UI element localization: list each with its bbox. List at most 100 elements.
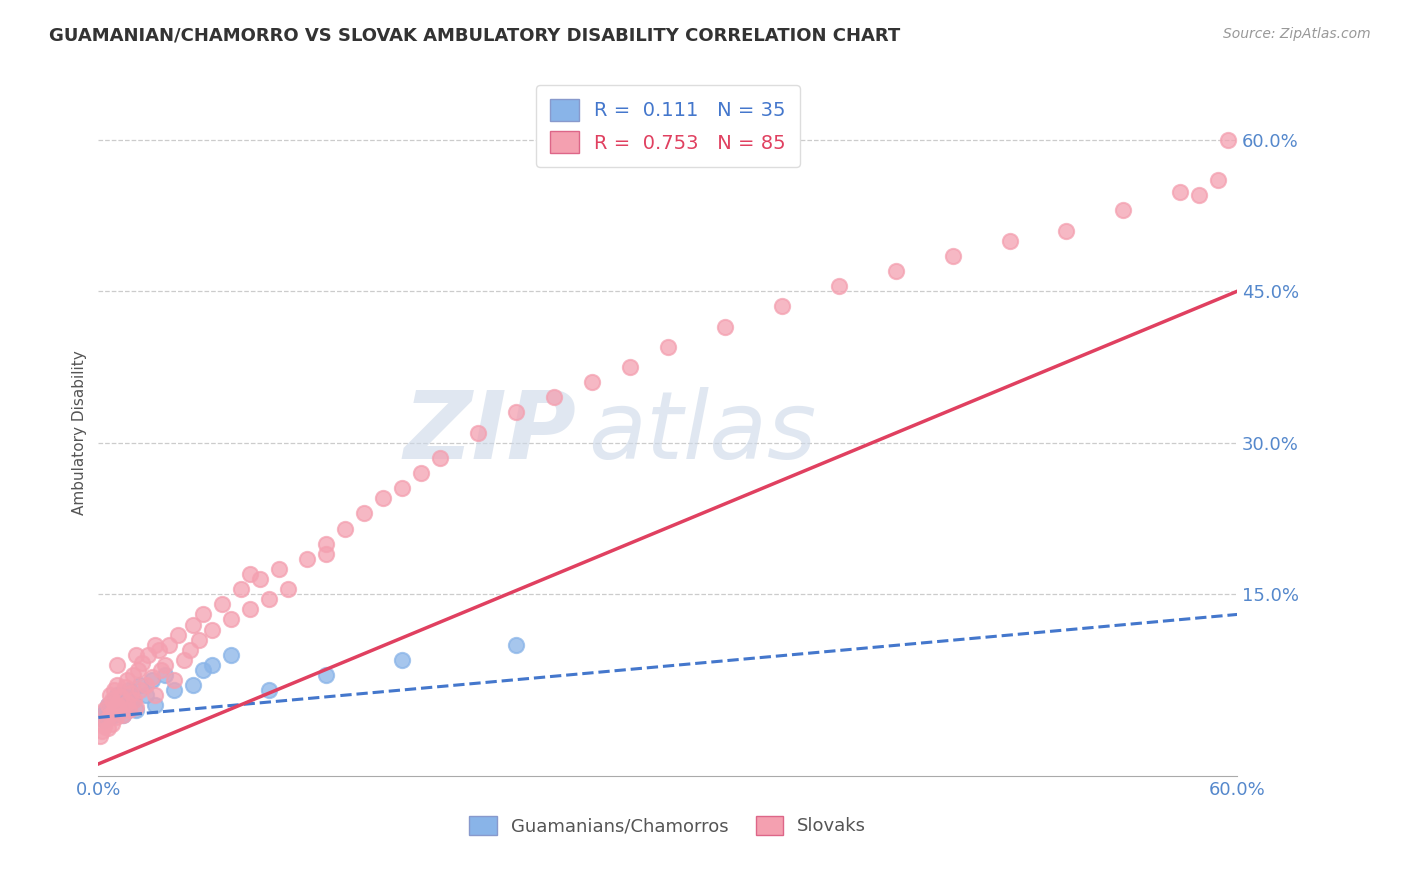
Point	[150, 663, 173, 677]
Point	[98, 688, 121, 702]
Point	[107, 698, 129, 713]
Point	[125, 703, 148, 717]
Point	[201, 623, 224, 637]
Point	[118, 683, 141, 698]
Point	[107, 678, 129, 692]
Point	[127, 663, 149, 677]
Text: GUAMANIAN/CHAMORRO VS SLOVAK AMBULATORY DISABILITY CORRELATION CHART: GUAMANIAN/CHAMORRO VS SLOVAK AMBULATORY …	[49, 27, 900, 45]
Point	[129, 683, 152, 698]
Point	[1208, 173, 1230, 187]
Point	[124, 693, 146, 707]
Point	[315, 537, 337, 551]
Point	[371, 491, 394, 506]
Point	[998, 234, 1021, 248]
Point	[191, 663, 214, 677]
Point	[129, 678, 152, 692]
Point	[107, 700, 129, 714]
Point	[110, 696, 132, 710]
Point	[135, 678, 157, 692]
Point	[183, 678, 205, 692]
Point	[188, 632, 211, 647]
Point	[114, 680, 136, 694]
Point	[259, 592, 281, 607]
Point	[391, 653, 413, 667]
Point	[104, 710, 127, 724]
Point	[163, 683, 186, 698]
Point	[173, 653, 195, 667]
Point	[467, 425, 489, 440]
Point	[714, 319, 737, 334]
Point	[131, 656, 153, 670]
Point	[1056, 224, 1078, 238]
Point	[239, 567, 262, 582]
Point	[108, 703, 131, 717]
Point	[335, 522, 357, 536]
Point	[1216, 133, 1239, 147]
Point	[98, 706, 121, 721]
Point	[315, 547, 337, 561]
Point	[505, 405, 527, 419]
Point	[163, 673, 186, 687]
Point	[103, 708, 125, 723]
Point	[141, 670, 163, 684]
Point	[110, 690, 132, 705]
Point	[103, 703, 125, 717]
Point	[770, 299, 793, 313]
Point	[93, 718, 115, 732]
Point	[179, 642, 201, 657]
Point	[277, 582, 299, 597]
Point	[100, 693, 122, 707]
Point	[183, 617, 205, 632]
Point	[94, 703, 117, 717]
Point	[97, 698, 120, 713]
Point	[107, 688, 129, 702]
Point	[353, 507, 375, 521]
Text: Source: ZipAtlas.com: Source: ZipAtlas.com	[1223, 27, 1371, 41]
Point	[297, 552, 319, 566]
Point	[211, 598, 233, 612]
Point	[97, 710, 120, 724]
Point	[136, 648, 159, 662]
Point	[103, 683, 125, 698]
Point	[828, 279, 851, 293]
Point	[157, 638, 180, 652]
Point	[112, 708, 135, 723]
Point	[115, 696, 138, 710]
Point	[657, 340, 679, 354]
Point	[145, 698, 167, 713]
Point	[153, 657, 176, 672]
Point	[115, 673, 138, 687]
Point	[145, 638, 167, 652]
Point	[221, 648, 243, 662]
Point	[93, 703, 115, 717]
Point	[100, 696, 122, 710]
Point	[391, 481, 413, 495]
Point	[315, 668, 337, 682]
Point	[619, 359, 641, 374]
Point	[120, 686, 142, 700]
Legend: Guamanians/Chamorros, Slovaks: Guamanians/Chamorros, Slovaks	[463, 809, 873, 843]
Point	[884, 264, 907, 278]
Point	[121, 668, 143, 682]
Point	[141, 673, 163, 687]
Point	[429, 450, 451, 465]
Point	[167, 627, 190, 641]
Point	[121, 693, 143, 707]
Point	[1170, 186, 1192, 200]
Point	[91, 708, 114, 723]
Text: ZIP: ZIP	[404, 386, 576, 479]
Point	[118, 703, 141, 717]
Point	[411, 466, 433, 480]
Point	[112, 708, 135, 723]
Point	[103, 693, 125, 707]
Point	[107, 657, 129, 672]
Point	[1188, 188, 1211, 202]
Point	[148, 642, 170, 657]
Point	[229, 582, 252, 597]
Point	[89, 729, 111, 743]
Point	[1112, 203, 1135, 218]
Point	[259, 683, 281, 698]
Point	[153, 668, 176, 682]
Point	[93, 714, 115, 728]
Point	[108, 700, 131, 714]
